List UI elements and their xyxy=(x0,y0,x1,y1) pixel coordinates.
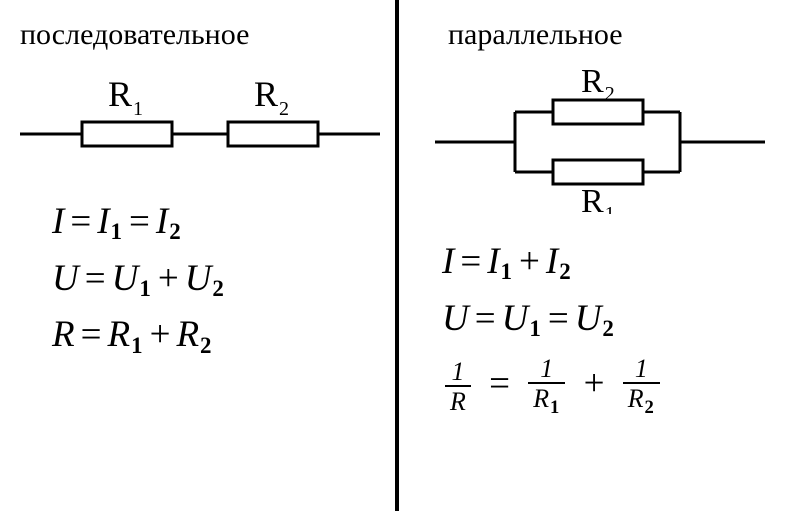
parallel-current-formula: I=I1+I2 xyxy=(442,242,782,285)
parallel-title: параллельное xyxy=(448,18,782,52)
series-r2-label: R2 xyxy=(254,74,289,120)
series-panel: последовательное R1 R2 I=I1=I2 xyxy=(0,0,400,511)
series-r1-label: R1 xyxy=(108,74,143,120)
series-circuit-svg: R1 R2 xyxy=(20,64,380,174)
parallel-r1-label: R1 xyxy=(581,183,615,214)
fraction-lhs: 1 R xyxy=(445,358,471,415)
parallel-panel: параллельное xyxy=(400,0,800,511)
parallel-circuit-svg: R2 R1 xyxy=(435,64,765,214)
series-formulas: I=I1=I2 U=U1+U2 R=R1+R2 xyxy=(18,202,382,358)
series-resistance-formula: R=R1+R2 xyxy=(52,315,382,358)
parallel-r2-label: R2 xyxy=(581,64,615,105)
parallel-diagram: R2 R1 xyxy=(418,64,782,214)
fraction-r1: 1 R1 xyxy=(528,355,565,417)
parallel-voltage-formula: U=U1=U2 xyxy=(442,299,782,342)
fraction-r2: 1 R2 xyxy=(623,355,660,417)
series-voltage-formula: U=U1+U2 xyxy=(52,259,382,302)
series-title: последовательное xyxy=(20,18,382,52)
series-diagram: R1 R2 xyxy=(18,64,382,174)
parallel-resistance-formula: 1 R = 1 R1 + 1 R2 xyxy=(442,355,782,417)
page: последовательное R1 R2 I=I1=I2 xyxy=(0,0,800,511)
series-current-formula: I=I1=I2 xyxy=(52,202,382,245)
parallel-formulas: I=I1+I2 U=U1=U2 1 R = 1 R1 + 1 R2 xyxy=(418,242,782,417)
